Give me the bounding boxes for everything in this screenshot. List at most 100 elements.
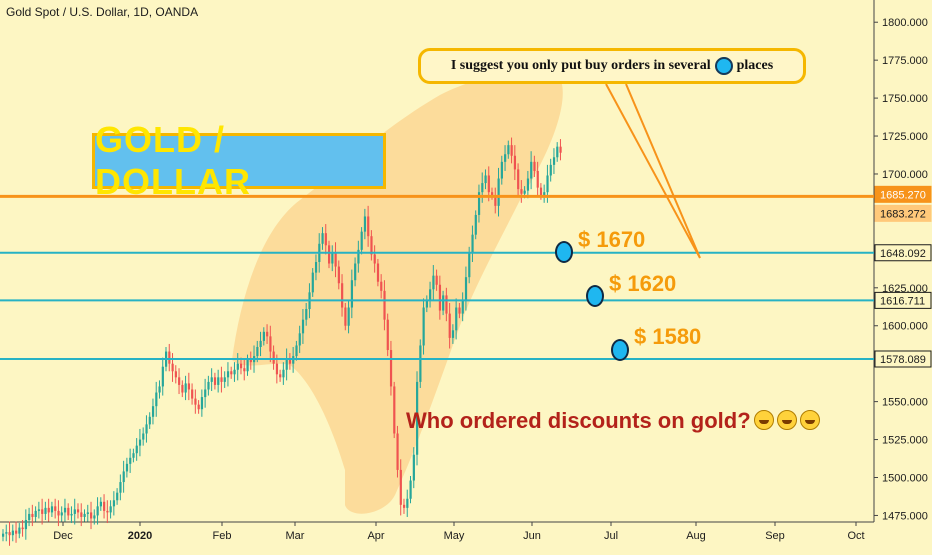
candle-body (174, 371, 177, 378)
candle-body (83, 513, 86, 517)
candle-body (367, 216, 370, 237)
candle-body (451, 330, 455, 338)
candle-body (18, 527, 21, 534)
candle-body (373, 254, 376, 264)
candle-body (314, 262, 318, 273)
price-label-box (874, 204, 932, 222)
candle-body (363, 216, 367, 232)
price-label-text: 1616.711 (880, 295, 925, 307)
candle-body (481, 183, 484, 193)
candle-body (334, 252, 337, 267)
price-label-box (874, 244, 932, 262)
candle-body (412, 454, 415, 481)
candle-body (487, 175, 490, 193)
order-dot-1620 (586, 285, 604, 307)
candle-body (442, 295, 445, 311)
candle-body (233, 369, 236, 375)
candle-body (422, 307, 425, 346)
candle-body (11, 530, 14, 536)
candle-body (259, 340, 262, 347)
candle-body (103, 501, 106, 511)
candle-body (347, 307, 350, 326)
x-tick-label: Apr (367, 530, 384, 542)
candle-body (419, 345, 422, 382)
candle-body (99, 501, 102, 507)
order-dot-1670 (555, 241, 573, 263)
price-label-text: 1683.272 (880, 208, 926, 220)
price-label-text: 1648.092 (880, 248, 926, 260)
y-tick-label: 1725.000 (882, 131, 928, 143)
price-label-text: 1685.270 (880, 189, 926, 201)
candle-body (539, 187, 543, 196)
candle-body (341, 283, 344, 308)
candle-body (28, 513, 31, 520)
candle-body (47, 507, 50, 513)
candle-body (455, 307, 458, 331)
candle-body (429, 289, 432, 300)
candle-body (344, 307, 347, 326)
candle-body (184, 383, 187, 393)
candle-body (230, 371, 233, 375)
candle-body (468, 252, 471, 278)
candle-body (406, 498, 409, 508)
candle-body (389, 350, 393, 387)
candle-body (132, 453, 135, 458)
x-tick-label: Sep (765, 530, 785, 542)
candle-body (80, 512, 83, 517)
candle-body (533, 161, 536, 171)
candle-body (350, 280, 354, 308)
candle-body (119, 482, 122, 493)
price-label-box (874, 291, 932, 309)
candle-body (500, 161, 503, 179)
candle-body (70, 513, 73, 516)
candle-body (536, 170, 539, 188)
candle-body (275, 363, 279, 375)
candle-body (181, 384, 184, 393)
discount-question: Who ordered discounts on gold? (406, 408, 820, 434)
candle-body (269, 336, 272, 352)
candle-body (464, 277, 468, 300)
candle-body (504, 154, 507, 162)
candle-body (220, 377, 223, 382)
y-tick-label: 1775.000 (882, 55, 928, 67)
candle-body (311, 272, 314, 293)
candle-body (396, 433, 399, 470)
candle-body (243, 368, 246, 372)
candle-body (295, 345, 298, 357)
candle-body (370, 236, 373, 255)
x-tick-label: Oct (847, 530, 864, 542)
candle-body (57, 510, 60, 516)
candle-body (15, 530, 18, 534)
x-tick-label: Jun (523, 530, 541, 542)
gold-dollar-title: GOLD / DOLLAR (95, 119, 251, 202)
callout-pointer (605, 83, 701, 259)
laughing-emoji-icon (776, 410, 797, 431)
candle-body (236, 363, 239, 370)
candle-body (552, 157, 556, 165)
candle-body (125, 463, 129, 472)
candle-body (135, 445, 138, 454)
y-tick-label: 1500.000 (882, 473, 928, 485)
time-axis: Dec 2020 Feb Mar Apr May Jun Jul Aug Sep Oct (53, 522, 865, 542)
candle-body (5, 532, 8, 534)
candle-body (106, 510, 109, 513)
candle-body (432, 275, 435, 290)
candle-body (67, 507, 70, 516)
candle-body (2, 533, 5, 537)
candle-body (93, 515, 96, 519)
candle-body (96, 506, 99, 516)
candle-body (213, 377, 217, 385)
candle-body (86, 512, 89, 514)
candle-body (510, 145, 513, 156)
candle-body (438, 284, 442, 311)
candle-body (54, 506, 57, 511)
candle-body (158, 386, 161, 393)
candle-body (357, 249, 360, 264)
candle-body (285, 359, 288, 370)
candle-body (266, 331, 269, 337)
price-label-box (874, 350, 932, 368)
x-tick-label: 2020 (128, 530, 152, 542)
candle-body (76, 509, 80, 513)
candle-body (148, 416, 151, 425)
